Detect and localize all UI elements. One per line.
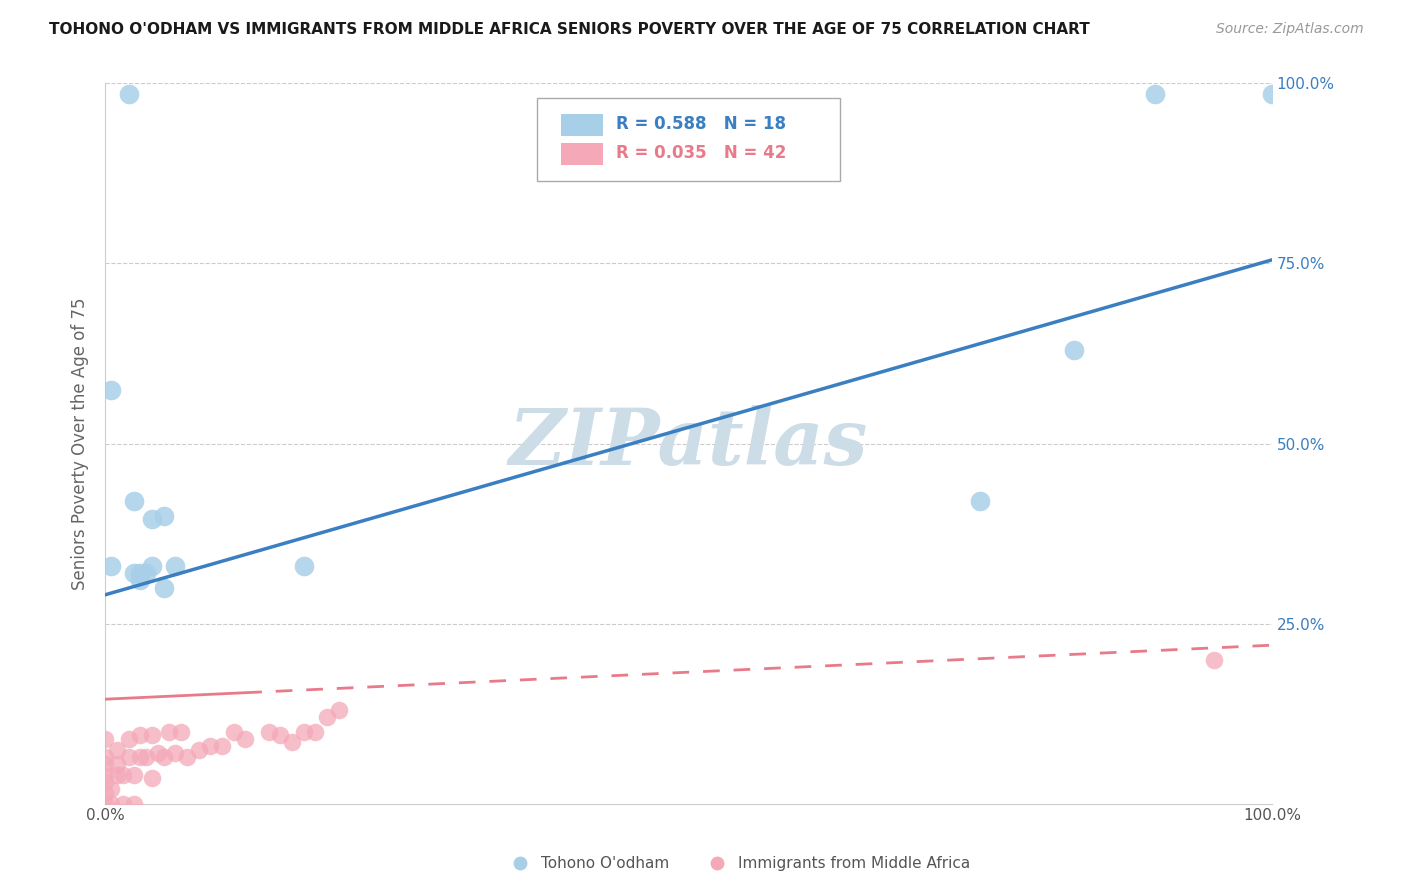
Point — [117, 731, 139, 746]
Point — [100, 782, 122, 797]
Point — [94, 757, 117, 772]
Point — [111, 797, 134, 811]
Point — [105, 742, 128, 756]
Point — [257, 724, 280, 739]
Point — [124, 566, 146, 581]
Point — [135, 749, 157, 764]
Point — [117, 87, 139, 102]
Text: R = 0.035   N = 42: R = 0.035 N = 42 — [616, 144, 786, 161]
Point — [269, 728, 291, 742]
FancyBboxPatch shape — [561, 144, 603, 165]
Point — [141, 772, 163, 786]
Point — [135, 566, 157, 581]
Point — [1202, 652, 1225, 666]
Point — [304, 724, 326, 739]
Point — [152, 508, 174, 523]
Point — [328, 703, 350, 717]
Point — [157, 724, 180, 739]
Point — [1144, 87, 1167, 102]
Point — [146, 746, 169, 760]
Point — [124, 494, 146, 508]
Point — [165, 746, 187, 760]
Point — [117, 749, 139, 764]
Point — [100, 383, 122, 397]
Point — [94, 768, 117, 782]
Point — [141, 728, 163, 742]
Point — [222, 724, 245, 739]
Point — [170, 724, 193, 739]
Point — [281, 735, 304, 749]
Point — [141, 558, 163, 573]
Point — [94, 749, 117, 764]
Point — [124, 797, 146, 811]
Text: Source: ZipAtlas.com: Source: ZipAtlas.com — [1216, 22, 1364, 37]
Point — [969, 494, 991, 508]
FancyBboxPatch shape — [561, 114, 603, 136]
Y-axis label: Seniors Poverty Over the Age of 75: Seniors Poverty Over the Age of 75 — [72, 297, 89, 590]
Point — [200, 739, 222, 753]
Point — [292, 558, 315, 573]
Point — [1063, 343, 1085, 357]
Point — [94, 775, 117, 789]
Point — [129, 574, 152, 588]
Point — [124, 768, 146, 782]
Text: TOHONO O'ODHAM VS IMMIGRANTS FROM MIDDLE AFRICA SENIORS POVERTY OVER THE AGE OF : TOHONO O'ODHAM VS IMMIGRANTS FROM MIDDLE… — [49, 22, 1090, 37]
Point — [100, 558, 122, 573]
Text: R = 0.588   N = 18: R = 0.588 N = 18 — [616, 115, 786, 133]
Text: ZIPatlas: ZIPatlas — [509, 405, 869, 482]
Point — [141, 512, 163, 526]
Text: Immigrants from Middle Africa: Immigrants from Middle Africa — [738, 856, 970, 871]
Point — [292, 724, 315, 739]
Point — [129, 728, 152, 742]
Point — [94, 786, 117, 800]
Text: Tohono O'odham: Tohono O'odham — [541, 856, 669, 871]
Point — [187, 742, 209, 756]
Point — [315, 710, 337, 724]
Point — [129, 749, 152, 764]
Point — [94, 731, 117, 746]
Point — [176, 749, 198, 764]
Point — [152, 749, 174, 764]
Point — [100, 797, 122, 811]
Point — [105, 757, 128, 772]
Point — [211, 739, 233, 753]
Point — [152, 581, 174, 595]
Point — [165, 558, 187, 573]
Point — [233, 731, 256, 746]
Point — [94, 797, 117, 811]
Point — [1261, 87, 1284, 102]
Point — [105, 768, 128, 782]
Point — [111, 768, 134, 782]
Point — [129, 566, 152, 581]
FancyBboxPatch shape — [537, 98, 841, 181]
